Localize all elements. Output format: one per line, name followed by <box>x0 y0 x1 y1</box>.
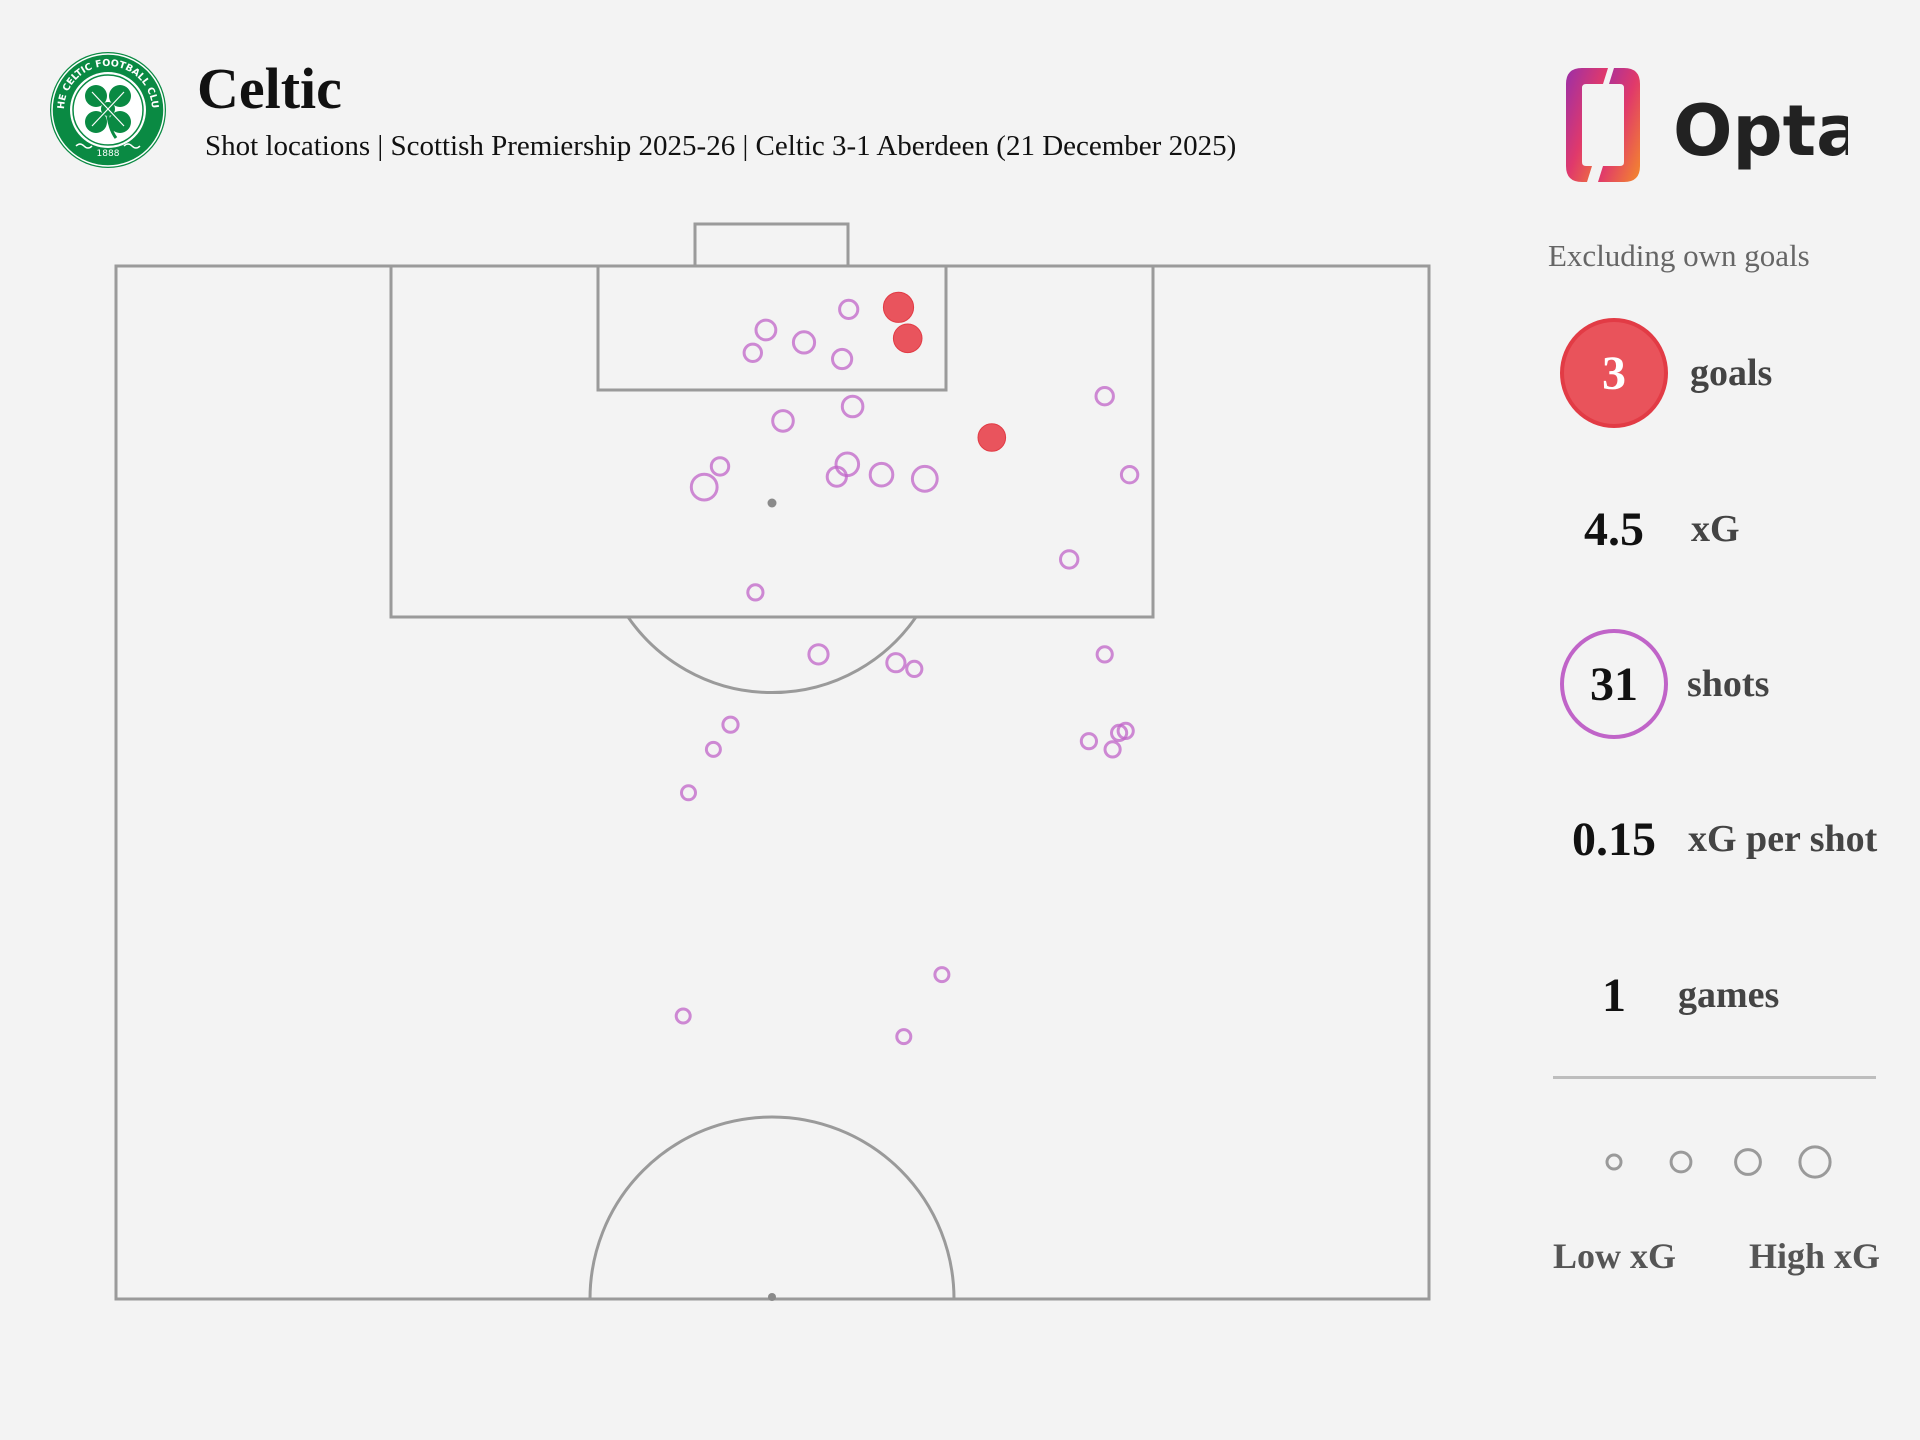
exclusion-note: Excluding own goals <box>1548 238 1810 273</box>
games-value: 1 <box>1602 968 1626 1022</box>
shot-marker <box>1119 465 1140 485</box>
shot-marker <box>1103 740 1122 759</box>
shot-map-pitch <box>114 222 1431 1301</box>
legend-size-circle <box>1669 1150 1693 1174</box>
shot-marker <box>742 342 763 363</box>
shot-marker <box>834 451 861 478</box>
shot-marker <box>709 456 731 477</box>
goal-frame <box>693 222 850 268</box>
shot-marker <box>1110 723 1129 743</box>
xg-value: 4.5 <box>1584 502 1644 556</box>
stat-xg-per-shot: 0.15 xG per shot <box>1548 784 1898 894</box>
shot-marker <box>1094 386 1115 407</box>
shot-marker <box>905 659 924 679</box>
opta-logo: Opta <box>1566 68 1848 182</box>
xg-label: xG <box>1691 508 1740 550</box>
sidebar-divider <box>1553 1076 1876 1079</box>
shot-marker <box>674 1007 692 1025</box>
shot-marker <box>825 465 848 488</box>
shot-marker <box>910 464 939 493</box>
shot-marker <box>885 652 907 674</box>
penalty-arc <box>626 616 918 694</box>
xg-per-shot-value: 0.15 <box>1572 812 1656 866</box>
shot-marker <box>840 394 865 419</box>
centre-spot <box>768 1293 776 1301</box>
games-label: games <box>1678 974 1780 1016</box>
legend-size-circle <box>1605 1153 1623 1171</box>
shot-marker <box>754 318 778 342</box>
shot-marker <box>771 409 795 433</box>
crest-year: 1888 <box>97 149 120 159</box>
centre-circle <box>588 1115 956 1300</box>
shot-marker <box>791 330 817 355</box>
opta-wordmark: Opta <box>1673 90 1848 172</box>
stat-shots: 31 shots <box>1548 629 1898 739</box>
penalty-area <box>389 264 1155 619</box>
goal-marker <box>977 423 1007 452</box>
shot-marker <box>704 740 722 758</box>
shots-value: 31 <box>1560 629 1668 739</box>
shot-marker <box>895 1028 913 1046</box>
shot-marker <box>807 643 830 666</box>
penalty-spot <box>767 498 777 508</box>
page-subtitle: Shot locations | Scottish Premiership 20… <box>205 130 1237 162</box>
goals-value: 3 <box>1560 318 1668 428</box>
shot-marker <box>746 583 765 602</box>
shot-marker <box>933 966 951 984</box>
shot-marker <box>868 461 895 488</box>
shots-layer <box>674 291 1140 1046</box>
legend-size-circle <box>1734 1148 1762 1176</box>
shot-marker <box>689 472 719 502</box>
legend-low-label: Low xG <box>1553 1236 1677 1276</box>
shot-marker <box>680 784 697 802</box>
page-title: Celtic <box>197 56 342 121</box>
shot-marker <box>721 715 740 734</box>
goal-marker <box>892 323 923 354</box>
celtic-crest-logo: THE CELTIC FOOTBALL CLUB 1888 <box>48 50 166 168</box>
goals-label: goals <box>1690 352 1773 394</box>
stat-xg: 4.5 xG <box>1548 474 1898 584</box>
stat-goals: 3 goals <box>1548 318 1898 428</box>
shot-marker <box>831 347 854 371</box>
shot-marker <box>1059 549 1080 570</box>
stat-games: 1 games <box>1548 940 1898 1050</box>
six-yard-box <box>596 264 948 392</box>
legend-high-label: High xG <box>1749 1236 1881 1276</box>
legend-size-circle <box>1798 1145 1832 1179</box>
shot-marker <box>838 298 860 320</box>
xg-per-shot-label: xG per shot <box>1688 818 1878 860</box>
shot-marker <box>1095 645 1114 664</box>
shot-marker <box>1079 732 1099 751</box>
xg-size-legend <box>1605 1145 1832 1179</box>
goal-marker <box>882 291 915 323</box>
shots-label: shots <box>1687 663 1770 705</box>
